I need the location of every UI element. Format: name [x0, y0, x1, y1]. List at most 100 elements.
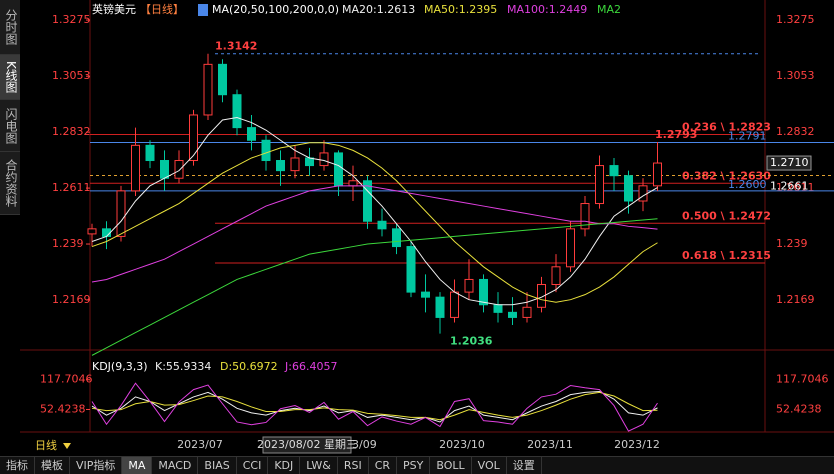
candle-body: [624, 175, 633, 202]
candle-body: [319, 152, 329, 167]
date-label: 2023/07: [177, 438, 223, 451]
candle-body: [232, 94, 242, 129]
legend-entry: J:66.4057: [284, 360, 337, 373]
legend-entry: MA100:1.2449: [507, 3, 587, 16]
tab[interactable]: 设置: [507, 457, 542, 474]
date-label: 3/09: [352, 438, 377, 451]
y-tick-label: 1.3275: [52, 13, 91, 26]
candle-body: [218, 63, 227, 96]
candle-body: [435, 296, 445, 318]
candle-body: [421, 291, 430, 298]
price-label: 1.2661: [770, 179, 809, 192]
annotation: 1.2793: [655, 128, 697, 141]
candle-body: [145, 144, 155, 162]
candle-body: [189, 114, 198, 162]
tab[interactable]: LW&: [300, 457, 338, 474]
annotation: 1.2036: [450, 335, 493, 348]
legend-entry: D:50.6972: [220, 360, 278, 373]
candle-body: [102, 228, 111, 237]
tab[interactable]: PSY: [397, 457, 431, 474]
ma-line: [91, 116, 658, 306]
legend-entry: K:55.9334: [155, 360, 211, 373]
date-label: 2023/10: [439, 438, 485, 451]
last-price-box: [766, 155, 812, 171]
tab[interactable]: BOLL: [430, 457, 472, 474]
tab[interactable]: RSI: [338, 457, 369, 474]
y-tick-label: 117.7046: [40, 373, 93, 386]
candle-body: [508, 311, 517, 318]
kdj-line: [91, 390, 658, 423]
tab[interactable]: 指标: [0, 457, 35, 474]
candle-body: [537, 284, 546, 308]
candle-body: [450, 291, 459, 318]
ma-line: [91, 185, 658, 283]
tab[interactable]: CR: [369, 457, 398, 474]
tab[interactable]: VIP指标: [70, 457, 123, 474]
indicator-label: MA(20,50,100,200,0,0): [212, 3, 339, 16]
y-tick-label: 52.4238: [40, 402, 86, 415]
candle-body: [551, 266, 561, 286]
candle-body: [479, 278, 488, 306]
tab[interactable]: BIAS: [198, 457, 237, 474]
candle-body: [638, 185, 648, 202]
candle-body: [348, 180, 358, 187]
candle-body: [522, 306, 532, 318]
tab[interactable]: 模板: [35, 457, 70, 474]
legend-entry: MA20:1.2613: [342, 3, 415, 16]
fib-label: 0.236 \ 1.2823: [682, 120, 771, 133]
period-selector[interactable]: 日线: [35, 438, 57, 452]
chart-area: 英镑美元 【日线】 MA(20,50,100,200,0,0) KDJ(9,3,…: [20, 0, 834, 454]
candle-body: [392, 228, 401, 248]
candle-body: [363, 180, 372, 222]
candle-body: [334, 152, 343, 187]
y-tick-label: 1.2169: [776, 293, 815, 306]
chart-title: 英镑美元: [92, 2, 136, 16]
crosshair-date: 2023/08/02 星期三: [257, 438, 357, 451]
candle-body: [87, 228, 97, 235]
tab[interactable]: CCI: [237, 457, 269, 474]
kdj-line: [91, 391, 658, 421]
crosshair-box: [262, 436, 352, 454]
candle-body: [305, 157, 314, 167]
tab[interactable]: MA: [122, 457, 153, 474]
ma-line: [91, 218, 658, 356]
candle-body: [261, 139, 271, 162]
y-tick-label: 1.3275: [776, 13, 815, 26]
candle-body: [174, 160, 184, 179]
dropdown-arrow: [63, 443, 71, 449]
y-tick-label: 1.3053: [52, 69, 91, 82]
candle-body: [493, 304, 503, 313]
candle-body: [464, 278, 474, 293]
candle-body: [131, 144, 140, 192]
candle-body: [247, 127, 256, 141]
sidebar-item[interactable]: K线图: [0, 55, 20, 100]
candle-body: [116, 190, 126, 237]
candle-body: [377, 220, 387, 230]
y-tick-label: 1.3053: [776, 69, 815, 82]
y-tick-label: 1.2832: [52, 125, 91, 138]
y-tick-label: 1.2169: [52, 293, 91, 306]
tab[interactable]: KDJ: [268, 457, 301, 474]
candle-body: [276, 160, 285, 172]
candle-body: [406, 246, 416, 293]
ma-icon: [198, 4, 208, 16]
legend-entry: MA2: [597, 3, 621, 16]
date-label: 2023/12: [614, 438, 660, 451]
kdj-line: [91, 382, 658, 432]
candle-body: [580, 203, 590, 230]
y-tick-label: 117.7046: [776, 373, 829, 386]
tab[interactable]: VOL: [472, 457, 507, 474]
tab[interactable]: MACD: [152, 457, 199, 474]
y-tick-label: 1.239: [52, 237, 84, 250]
y-tick-label: 1.239: [776, 237, 808, 250]
sidebar-item[interactable]: 分时图: [0, 0, 20, 55]
fib-label: 0.618 \ 1.2315: [682, 249, 771, 262]
sidebar-item[interactable]: 合约资料: [0, 152, 20, 215]
sidebar-item[interactable]: 闪电图: [0, 100, 20, 152]
legend-entry: MA50:1.2395: [424, 3, 497, 16]
date-label: 2023/11: [527, 438, 573, 451]
y-tick-label: 1.2611: [52, 181, 91, 194]
candle-body: [160, 160, 169, 179]
annotation: 1.3142: [215, 40, 257, 53]
